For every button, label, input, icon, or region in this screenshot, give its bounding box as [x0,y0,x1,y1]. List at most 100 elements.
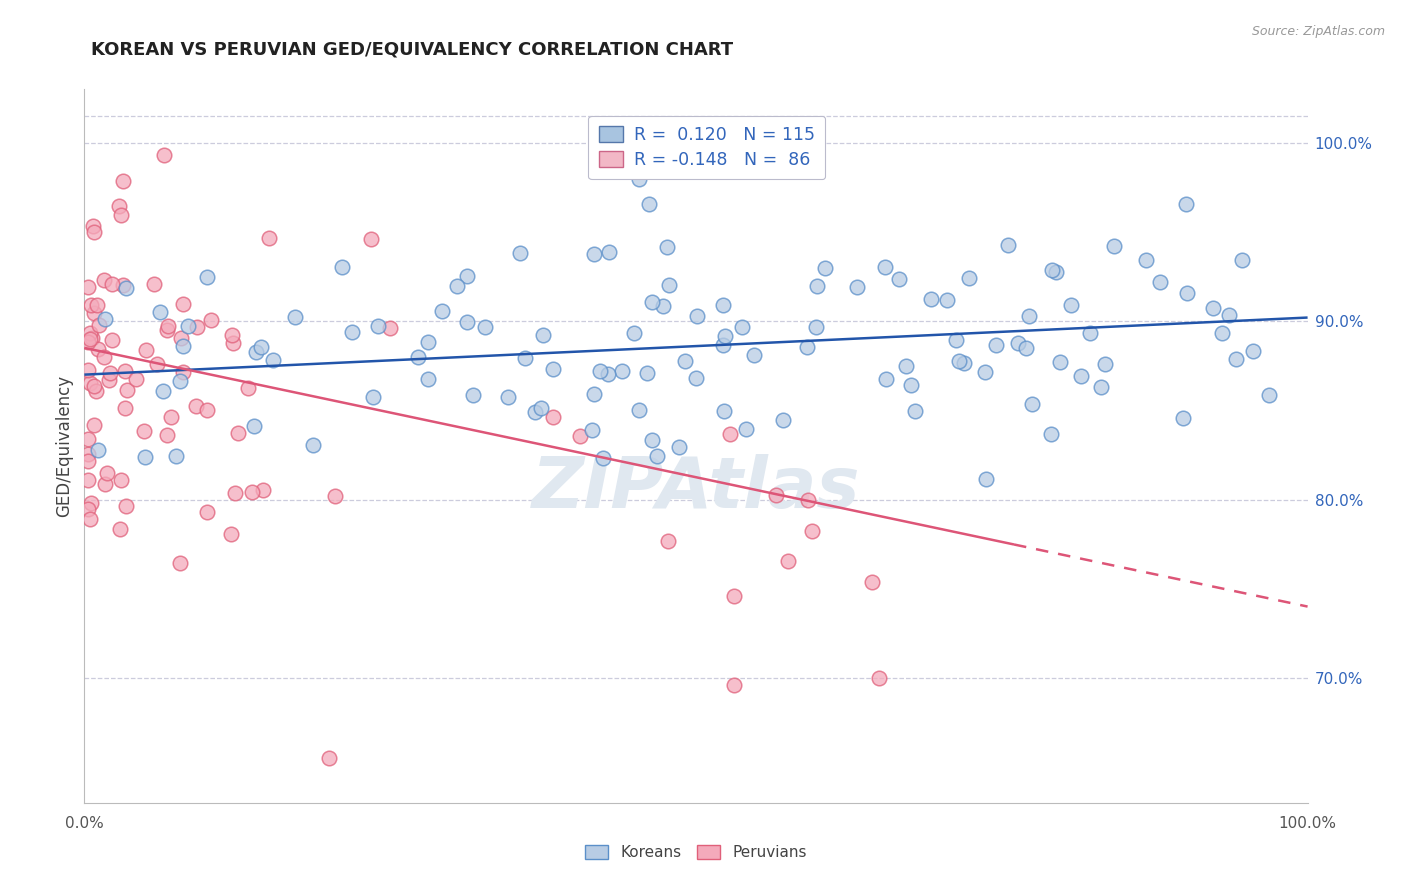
Point [262,353,284,368]
Point [948,354,970,368]
Point [240,485,263,500]
Point [714,329,737,343]
Point [636,366,658,380]
Point [647,449,669,463]
Point [87,442,110,457]
Point [380,320,402,334]
Point [1090,380,1112,394]
Point [651,299,673,313]
Point [330,260,353,274]
Point [86,384,108,398]
Point [776,554,799,568]
Point [900,377,922,392]
Point [801,524,824,538]
Point [108,199,131,213]
Point [249,340,271,354]
Point [1173,410,1195,425]
Point [713,404,735,418]
Point [226,426,249,441]
Point [135,343,157,358]
Point [360,232,382,246]
Point [531,327,554,342]
Point [581,423,603,437]
Point [284,310,307,325]
Point [77,501,100,516]
Point [673,354,696,368]
Point [1060,298,1083,312]
Point [596,367,619,381]
Legend: Koreans, Peruvians: Koreans, Peruvians [579,839,813,866]
Point [77,473,100,487]
Point [143,277,166,291]
Point [742,348,765,362]
Point [657,533,679,548]
Point [77,334,100,349]
Point [1230,252,1253,267]
Point [89,318,111,332]
Text: KOREAN VS PERUVIAN GED/EQUIVALENCY CORRELATION CHART: KOREAN VS PERUVIAN GED/EQUIVALENCY CORRE… [91,40,734,58]
Point [236,381,259,395]
Point [796,340,818,354]
Point [156,428,179,442]
Point [513,351,536,366]
Point [152,384,174,399]
Point [257,231,280,245]
Point [342,325,364,339]
Point [873,260,896,274]
Point [169,556,191,570]
Point [711,298,734,312]
Point [110,208,132,222]
Point [169,374,191,388]
Point [170,331,193,345]
Point [221,328,243,343]
Point [115,500,138,514]
Point [456,269,478,284]
Point [804,319,827,334]
Point [765,488,787,502]
Point [953,355,976,369]
Point [77,454,100,468]
Point [79,332,101,346]
Point [416,372,439,386]
Point [361,390,384,404]
Point [1018,309,1040,323]
Point [77,447,100,461]
Point [628,172,651,186]
Point [77,432,100,446]
Text: ZIPAtlas: ZIPAtlas [531,454,860,524]
Point [224,485,246,500]
Point [94,477,117,491]
Point [655,240,678,254]
Point [82,219,104,233]
Point [112,174,135,188]
Point [1049,355,1071,369]
Point [155,323,177,337]
Point [114,401,136,416]
Point [108,522,131,536]
Point [245,344,267,359]
Point [1021,397,1043,411]
Point [100,277,122,292]
Point [541,362,564,376]
Point [160,409,183,424]
Point [568,429,591,443]
Point [498,390,520,404]
Point [904,404,927,418]
Point [869,671,891,685]
Point [592,451,614,466]
Point [713,337,735,351]
Point [1258,388,1281,402]
Point [134,424,156,438]
Point [797,492,820,507]
Point [598,245,620,260]
Point [461,388,484,402]
Point [96,466,118,480]
Point [172,339,194,353]
Point [114,364,136,378]
Point [115,281,138,295]
Point [97,373,120,387]
Point [93,350,115,364]
Point [936,293,959,307]
Point [686,309,709,323]
Point [860,574,883,589]
